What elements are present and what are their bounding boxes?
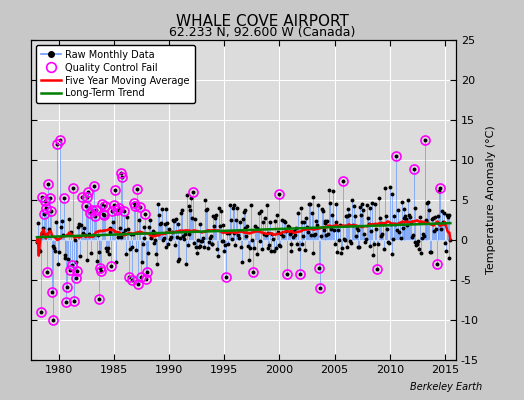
Legend: Raw Monthly Data, Quality Control Fail, Five Year Moving Average, Long-Term Tren: Raw Monthly Data, Quality Control Fail, … [36, 45, 195, 103]
Text: WHALE COVE AIRPORT: WHALE COVE AIRPORT [176, 14, 348, 29]
Y-axis label: Temperature Anomaly (°C): Temperature Anomaly (°C) [486, 126, 496, 274]
Text: Berkeley Earth: Berkeley Earth [410, 382, 482, 392]
Text: 62.233 N, 92.600 W (Canada): 62.233 N, 92.600 W (Canada) [169, 26, 355, 39]
